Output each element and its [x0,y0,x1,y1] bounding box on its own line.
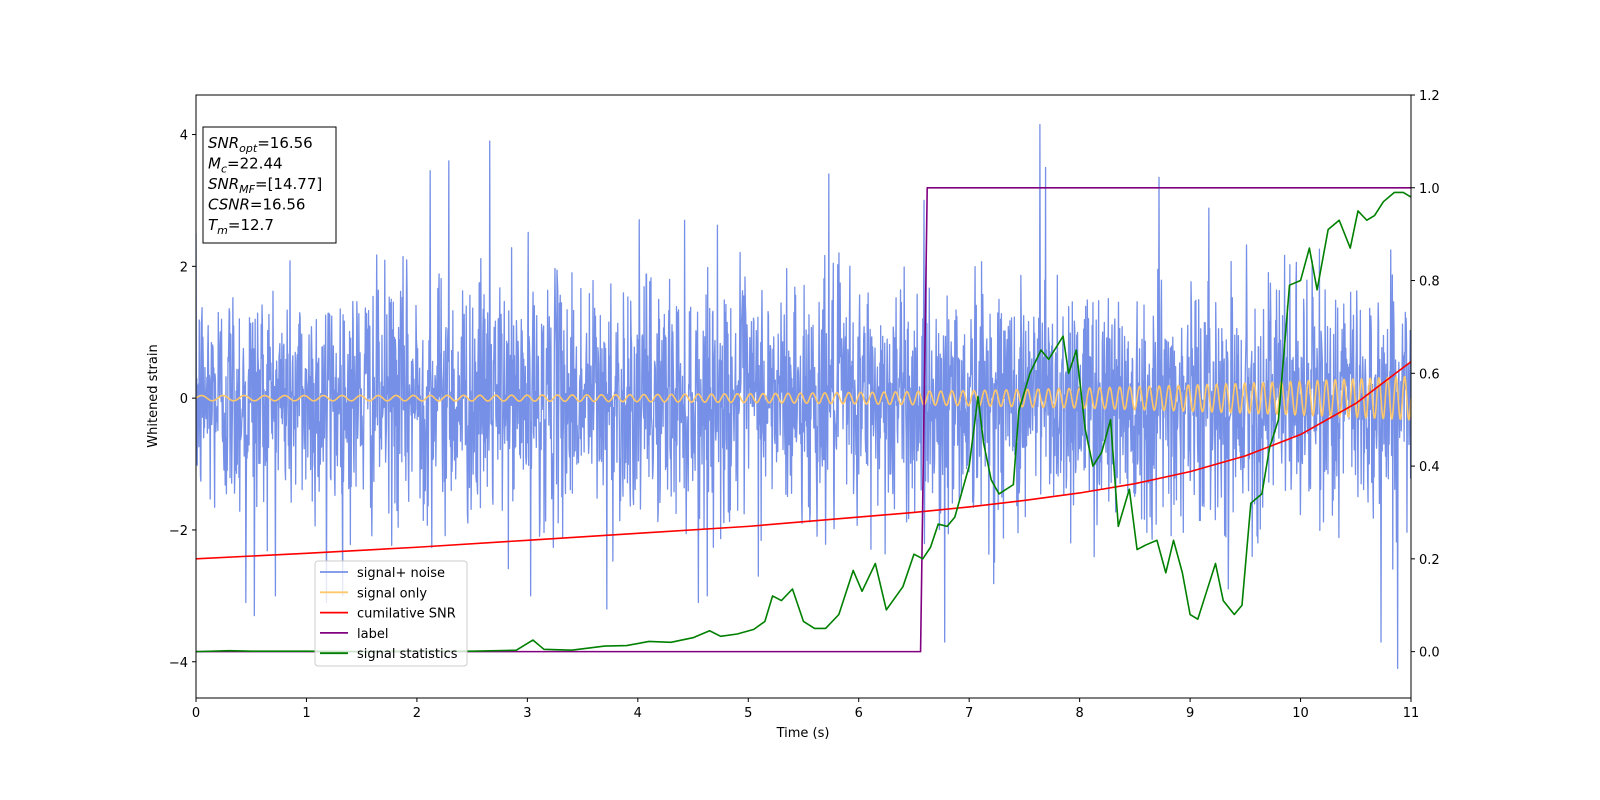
x-tick-label: 0 [192,706,200,721]
y-axis-label: Whitened strain [146,344,161,447]
info-box: SNRopt=16.56Mc=22.44SNRMF=[14.77]CSNR=16… [202,126,337,244]
y-axis-right: 0.0 0.2 0.4 0.6 0.8 1.0 1.2 [1411,89,1440,661]
series-line-cumilative-snr [196,361,1411,560]
legend-frame [314,560,468,667]
legend-label-signal-noise: signal+ noise [357,566,445,581]
x-tick-label: 9 [1186,706,1194,721]
plot-area-frame [195,94,1412,699]
series-line-signal-only [196,375,1411,421]
series-line-label [196,186,1411,653]
y-tick-label: −4 [169,656,188,671]
y2-tick-label: 0.8 [1419,275,1440,290]
y-tick-label: 0 [180,392,188,407]
legend-label-signal-statistics: signal statistics [357,647,458,662]
info-line: Mc=22.44 [208,155,283,176]
legend: signal+ noise signal only cumilative SNR la… [314,560,468,667]
x-tick-label: 10 [1292,706,1309,721]
x-axis: 0 1 2 3 4 5 6 7 8 9 10 11 [192,698,1419,721]
y2-tick-label: 0.0 [1419,646,1440,661]
series-line-signal-statistics [196,191,1411,653]
legend-label-cumilative-snr: cumilative SNR [357,607,456,622]
x-tick-label: 8 [1075,706,1083,721]
series-line-signal-noise [196,124,1411,669]
info-line: CSNR=16.56 [208,196,305,214]
x-tick-label: 2 [413,706,421,721]
y-tick-label: 4 [180,129,188,144]
legend-label-signal-only: signal only [357,586,427,601]
x-tick-label: 3 [523,706,531,721]
x-tick-label: 11 [1403,706,1420,721]
y-tick-label: 2 [180,260,188,275]
y-axis-left: −4 −2 0 2 4 [169,129,196,671]
y2-tick-label: 1.0 [1419,182,1440,197]
y-tick-label: −2 [169,524,188,539]
x-axis-label: Time (s) [776,726,830,741]
info-line: SNRMF=[14.77] [208,175,322,196]
x-tick-label: 4 [634,706,642,721]
x-tick-label: 7 [965,706,973,721]
y2-tick-label: 1.2 [1419,89,1440,104]
info-box-frame [202,126,337,244]
x-tick-label: 6 [855,706,863,721]
info-line: SNRopt=16.56 [208,134,313,155]
y2-tick-label: 0.6 [1419,367,1440,382]
series-layer [196,124,1411,669]
y2-tick-label: 0.2 [1419,553,1440,568]
x-tick-label: 1 [302,706,310,721]
x-tick-label: 5 [744,706,752,721]
y2-tick-label: 0.4 [1419,460,1440,475]
info-line: Tm=12.7 [208,216,274,237]
legend-label-label: label [357,627,388,642]
